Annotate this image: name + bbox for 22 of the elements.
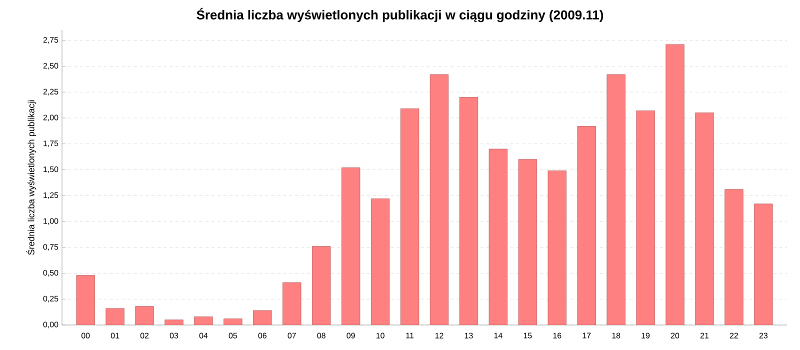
bar bbox=[548, 170, 566, 325]
bar bbox=[106, 308, 124, 325]
bar bbox=[666, 44, 684, 325]
bar bbox=[400, 108, 420, 325]
bar bbox=[606, 74, 626, 325]
bar bbox=[459, 97, 478, 325]
bar bbox=[577, 126, 596, 325]
bar bbox=[312, 246, 331, 325]
bar bbox=[724, 189, 744, 325]
chart-title: Średnia liczba wyświetlonych publikacji w ciągu godziny (2009.11) bbox=[196, 8, 604, 22]
bar bbox=[695, 112, 714, 325]
bar bbox=[76, 275, 95, 325]
bar bbox=[488, 148, 508, 325]
bar bbox=[636, 110, 655, 325]
y-axis-title: Średnia liczba wyświetlonych publikacji bbox=[26, 100, 36, 255]
bar bbox=[518, 159, 537, 325]
bar bbox=[370, 198, 390, 325]
bar bbox=[341, 167, 360, 325]
bar bbox=[754, 204, 773, 325]
bar bbox=[282, 282, 302, 325]
bar bbox=[135, 306, 154, 325]
bar bbox=[430, 74, 449, 325]
